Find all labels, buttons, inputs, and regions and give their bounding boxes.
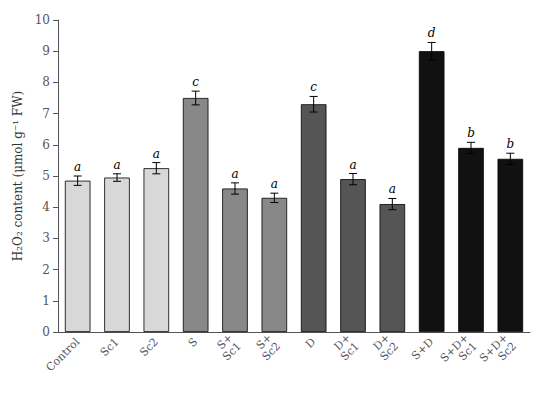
svg-text:a: a	[389, 182, 396, 196]
svg-text:Sc2: Sc2	[495, 340, 519, 364]
svg-text:S+: S+	[214, 331, 236, 353]
svg-text:b: b	[467, 126, 475, 140]
svg-text:4: 4	[42, 200, 50, 214]
svg-text:Sc1: Sc1	[456, 340, 480, 364]
svg-text:6: 6	[42, 138, 50, 152]
svg-text:D: D	[303, 335, 319, 351]
svg-text:D+: D+	[370, 331, 393, 354]
svg-text:5: 5	[42, 169, 50, 183]
svg-text:c: c	[192, 75, 199, 89]
svg-text:a: a	[74, 160, 81, 174]
svg-text:Sc2: Sc2	[259, 340, 283, 364]
svg-text:a: a	[113, 158, 120, 172]
svg-text:c: c	[310, 80, 317, 94]
svg-text:d: d	[428, 26, 436, 40]
svg-text:a: a	[153, 147, 160, 161]
svg-text:H₂O₂ content (μmol g⁻¹ FW): H₂O₂ content (μmol g⁻¹ FW)	[11, 91, 25, 261]
svg-text:8: 8	[42, 75, 50, 89]
svg-text:a: a	[231, 167, 238, 181]
svg-text:Sc1: Sc1	[220, 340, 244, 364]
svg-text:b: b	[506, 137, 514, 151]
svg-text:a: a	[349, 158, 356, 172]
svg-text:Sc1: Sc1	[98, 335, 122, 359]
svg-text:S+D+: S+D+	[476, 331, 511, 365]
svg-text:S: S	[186, 335, 201, 350]
svg-text:0: 0	[42, 325, 50, 339]
svg-text:9: 9	[42, 44, 50, 58]
svg-text:10: 10	[35, 13, 50, 27]
svg-text:2: 2	[42, 263, 50, 277]
svg-text:Control: Control	[43, 335, 82, 374]
svg-text:a: a	[271, 177, 278, 191]
svg-text:Sc1: Sc1	[338, 340, 362, 364]
svg-text:3: 3	[42, 231, 50, 245]
svg-text:Sc2: Sc2	[137, 335, 161, 359]
svg-text:S+D: S+D	[409, 335, 436, 362]
svg-text:1: 1	[42, 294, 50, 308]
svg-text:D+: D+	[331, 331, 354, 354]
svg-text:S+D+: S+D+	[437, 331, 472, 365]
svg-text:S+: S+	[253, 331, 275, 353]
svg-text:Sc2: Sc2	[377, 340, 401, 364]
svg-text:7: 7	[42, 107, 50, 121]
